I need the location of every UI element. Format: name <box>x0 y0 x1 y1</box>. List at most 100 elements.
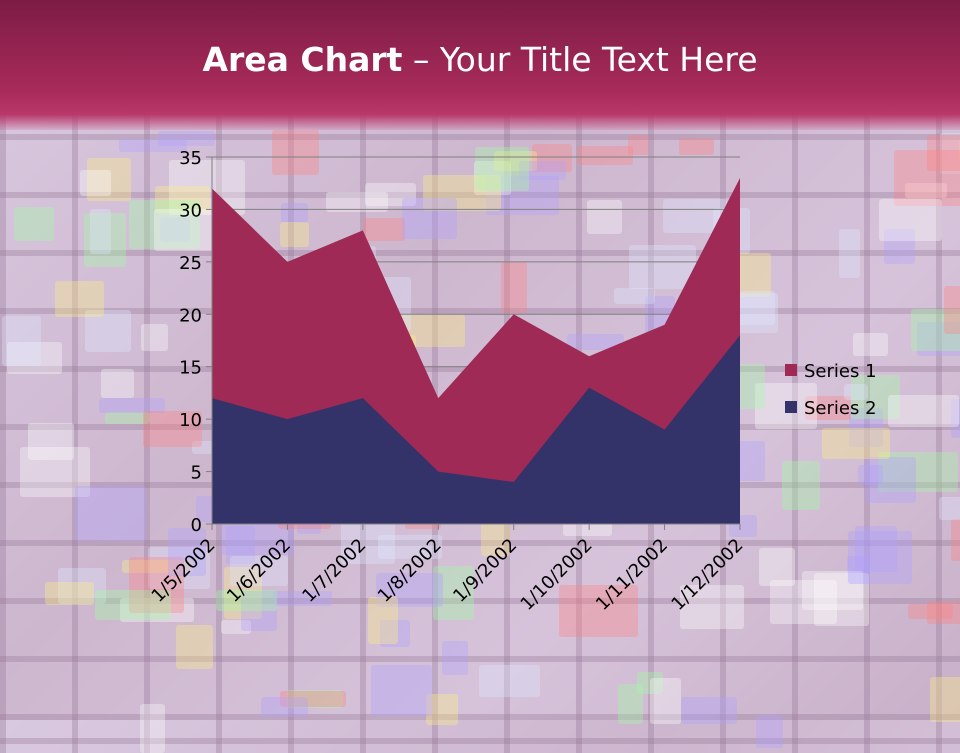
glass-tile <box>6 342 62 375</box>
glass-tile <box>433 565 474 620</box>
y-tick-label: 0 <box>191 515 202 536</box>
glass-tile <box>586 200 622 234</box>
glass-tile <box>865 456 917 504</box>
glass-tile <box>20 446 90 497</box>
y-tick-label: 20 <box>179 305 202 326</box>
slide-title: Area Chart – Your Title Text Here <box>0 40 960 79</box>
glass-tile <box>75 485 146 541</box>
glass-tile <box>100 368 135 399</box>
glass-tile <box>273 590 333 607</box>
glass-tile <box>927 601 960 624</box>
glass-tile <box>927 134 960 171</box>
glass-tile <box>782 461 821 510</box>
glass-tile <box>908 603 953 620</box>
glass-tile <box>223 566 262 620</box>
glass-tile <box>99 397 165 413</box>
glass-tile <box>220 620 251 634</box>
legend-label: Series 2 <box>804 398 877 419</box>
glass-tile <box>822 427 891 459</box>
glass-tile <box>474 160 512 195</box>
glass-tile <box>95 589 171 620</box>
glass-tile <box>894 149 960 206</box>
glass-tile <box>1 316 41 366</box>
glass-tile <box>576 146 634 165</box>
x-tick-label: 1/6/2002 <box>223 535 295 607</box>
glass-tile <box>402 197 458 239</box>
glass-tile <box>168 527 207 576</box>
area-series-2 <box>212 335 740 524</box>
glass-tile <box>368 596 399 645</box>
glass-tile <box>230 556 289 587</box>
glass-tile <box>175 625 214 670</box>
glass-tile <box>847 555 871 585</box>
glass-tile <box>852 333 888 357</box>
x-tick-label: 1/10/2002 <box>517 535 597 615</box>
glass-tile <box>225 526 256 564</box>
glass-tile <box>905 182 947 199</box>
glass-tile <box>559 584 638 638</box>
glass-tile <box>649 678 681 725</box>
glass-tile <box>280 222 309 248</box>
glass-tile <box>769 580 838 624</box>
glass-tile <box>27 423 75 460</box>
title-bold: Area Chart <box>202 40 403 79</box>
glass-tile <box>272 130 320 175</box>
y-tick-label: 35 <box>179 148 202 169</box>
title-rest: – Your Title Text Here <box>402 40 758 79</box>
glass-tile <box>617 684 644 725</box>
glass-tile <box>148 547 211 589</box>
glass-tile <box>84 310 131 353</box>
glass-tile <box>120 597 194 622</box>
glass-tile <box>215 590 278 612</box>
glass-tile <box>839 228 860 279</box>
glass-tile <box>128 200 200 249</box>
glass-tile <box>911 309 960 352</box>
glass-tile <box>442 640 469 676</box>
glass-tile <box>855 526 897 572</box>
legend-swatch <box>785 401 797 413</box>
glass-tile <box>680 585 745 629</box>
glass-tile <box>814 573 869 627</box>
glass-tile <box>286 689 343 709</box>
glass-tile <box>83 213 127 267</box>
glass-tile <box>518 161 567 181</box>
glass-tile <box>363 217 405 241</box>
glass-tile <box>929 676 960 723</box>
glass-tile <box>54 281 105 318</box>
legend-label: Series 1 <box>804 361 877 382</box>
legend-swatch <box>785 364 797 376</box>
glass-tile <box>532 144 572 173</box>
glass-tile <box>478 664 540 698</box>
glass-tile <box>939 497 960 521</box>
glass-tile <box>241 590 277 631</box>
glass-tile <box>340 518 396 565</box>
glass-tile <box>375 572 443 608</box>
glass-tile <box>159 217 190 242</box>
x-tick-label: 1/11/2002 <box>592 535 672 615</box>
glass-tile <box>566 333 625 350</box>
glass-tile <box>90 208 111 255</box>
glass-tile <box>850 375 901 419</box>
glass-tile <box>44 582 95 606</box>
glass-tile <box>858 465 884 485</box>
glass-tile <box>379 619 411 648</box>
x-tick-label: 1/8/2002 <box>374 535 446 607</box>
x-tick-label: 1/5/2002 <box>148 535 220 607</box>
glass-tile <box>878 451 958 493</box>
x-tick-label: 1/7/2002 <box>298 535 370 607</box>
y-tick-label: 25 <box>179 253 202 274</box>
y-tick-label: 10 <box>179 410 202 431</box>
glass-tile <box>804 395 852 420</box>
glass-tile <box>848 531 912 585</box>
glass-tile <box>119 138 187 153</box>
glass-tile <box>261 696 308 717</box>
glass-tile <box>14 206 54 242</box>
glass-tile <box>848 407 883 447</box>
glass-tile <box>370 664 433 716</box>
y-tick-label: 5 <box>191 463 202 484</box>
glass-tile <box>153 208 223 251</box>
glass-tile <box>155 185 211 213</box>
glass-tile <box>79 170 111 196</box>
glass-tile <box>377 534 443 559</box>
glass-tile <box>500 261 527 314</box>
